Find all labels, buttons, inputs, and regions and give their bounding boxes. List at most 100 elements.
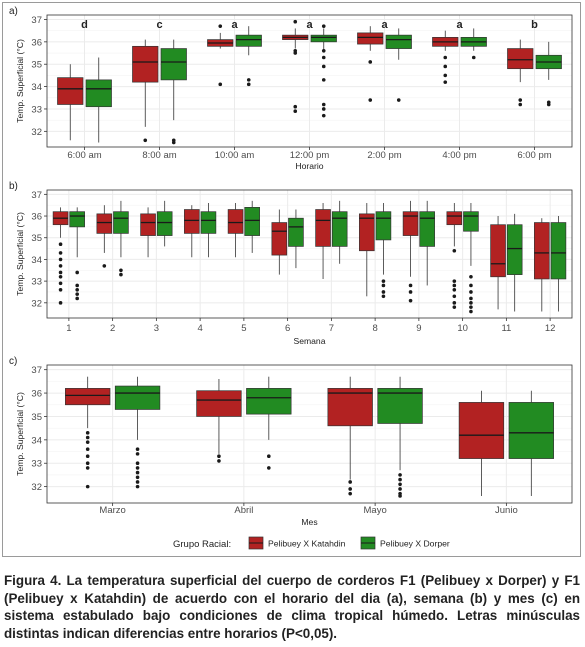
outlier-point	[471, 55, 476, 60]
outlier-point	[398, 477, 402, 482]
x-tick-label: 11	[501, 323, 511, 334]
outlier-point	[135, 484, 140, 489]
outlier-point	[469, 296, 473, 301]
box-katahdin	[446, 203, 463, 309]
x-tick-label: 3	[154, 323, 159, 334]
box-katahdin	[65, 376, 111, 489]
outlier-point	[452, 248, 457, 253]
y-tick-label: 37	[31, 365, 42, 376]
outlier-point	[75, 287, 79, 292]
x-tick-label: 2	[110, 323, 115, 334]
box-body	[85, 79, 112, 108]
outlier-point	[443, 55, 448, 60]
significance-letter: d	[81, 19, 88, 31]
outlier-point	[398, 482, 402, 487]
outlier-point	[396, 98, 401, 102]
outlier-point	[58, 257, 63, 262]
outlier-point	[469, 301, 473, 305]
y-tick-label: 32	[31, 298, 42, 309]
outlier-point	[217, 454, 221, 459]
box-body	[419, 211, 435, 247]
box-dorper	[419, 200, 435, 286]
box-body	[377, 388, 423, 424]
figure-caption: Figura 4. La temperatura superficial del…	[4, 573, 580, 641]
outlier-point	[321, 24, 326, 28]
box-dorper	[156, 200, 173, 247]
y-axis-label: Temp. Superficial (°C)	[15, 212, 25, 296]
x-tick-label: 9	[416, 323, 421, 334]
outlier-point	[85, 440, 90, 444]
outlier-point	[321, 64, 326, 69]
box-dorper	[244, 200, 260, 253]
box-dorper	[69, 207, 85, 301]
outlier-point	[321, 107, 326, 111]
significance-letter: b	[531, 19, 538, 31]
x-tick-label: 8:00 am	[142, 150, 176, 161]
x-tick-label: 10	[457, 323, 468, 334]
outlier-point	[75, 296, 79, 301]
box-body	[69, 211, 85, 228]
outlier-point	[381, 294, 386, 299]
panel-label: a)	[9, 6, 18, 17]
box-dorper	[385, 28, 412, 102]
x-tick-label: Abril	[234, 505, 253, 516]
box-katahdin	[507, 39, 534, 107]
outlier-point	[398, 473, 402, 477]
box-dorper	[506, 213, 523, 312]
box-body	[458, 402, 505, 459]
outlier-point	[443, 80, 448, 84]
box-dorper	[550, 216, 567, 312]
x-tick-label: 7	[329, 323, 334, 334]
x-tick-label: 4	[197, 323, 202, 334]
box-body	[65, 388, 111, 406]
box-katahdin	[458, 390, 505, 496]
outlier-point	[85, 466, 90, 470]
box-body	[463, 211, 479, 232]
box-katahdin	[327, 376, 373, 496]
outlier-point	[246, 82, 251, 87]
box-dorper	[331, 200, 348, 264]
outlier-point	[293, 19, 298, 24]
box-dorper	[160, 39, 187, 145]
box-body	[507, 48, 534, 70]
outlier-point	[452, 287, 457, 292]
outlier-point	[518, 98, 523, 102]
box-body	[490, 224, 506, 278]
outlier-point	[58, 274, 63, 279]
outlier-point	[218, 24, 223, 28]
y-tick-label: 32	[31, 127, 42, 138]
box-katahdin	[140, 207, 156, 258]
outlier-point	[58, 270, 63, 275]
box-dorper	[463, 203, 479, 314]
outlier-point	[58, 281, 63, 286]
outlier-point	[135, 461, 140, 466]
outlier-point	[218, 82, 223, 87]
outlier-point	[452, 301, 457, 305]
box-katahdin	[282, 19, 309, 114]
box-dorper	[113, 200, 129, 277]
box-body	[235, 34, 262, 47]
outlier-point	[398, 487, 402, 491]
significance-letter: a	[231, 19, 238, 31]
outlier-point	[143, 138, 148, 143]
outlier-point	[58, 242, 63, 247]
outlier-point	[469, 274, 473, 279]
y-tick-label: 35	[31, 233, 42, 244]
outlier-point	[408, 298, 413, 303]
y-tick-label: 36	[31, 37, 42, 48]
box-body	[140, 213, 156, 236]
box-katahdin	[96, 205, 113, 268]
box-body	[184, 209, 200, 234]
outlier-point	[58, 264, 63, 268]
outlier-point	[293, 104, 298, 109]
box-katahdin	[534, 218, 550, 312]
outlier-point	[452, 305, 457, 309]
outlier-point	[381, 283, 386, 288]
box-body	[244, 207, 260, 236]
outlier-point	[119, 272, 123, 277]
x-tick-label: 6	[285, 323, 290, 334]
panel-label: b)	[9, 181, 18, 192]
box-katahdin	[207, 24, 234, 87]
outlier-point	[368, 98, 373, 102]
